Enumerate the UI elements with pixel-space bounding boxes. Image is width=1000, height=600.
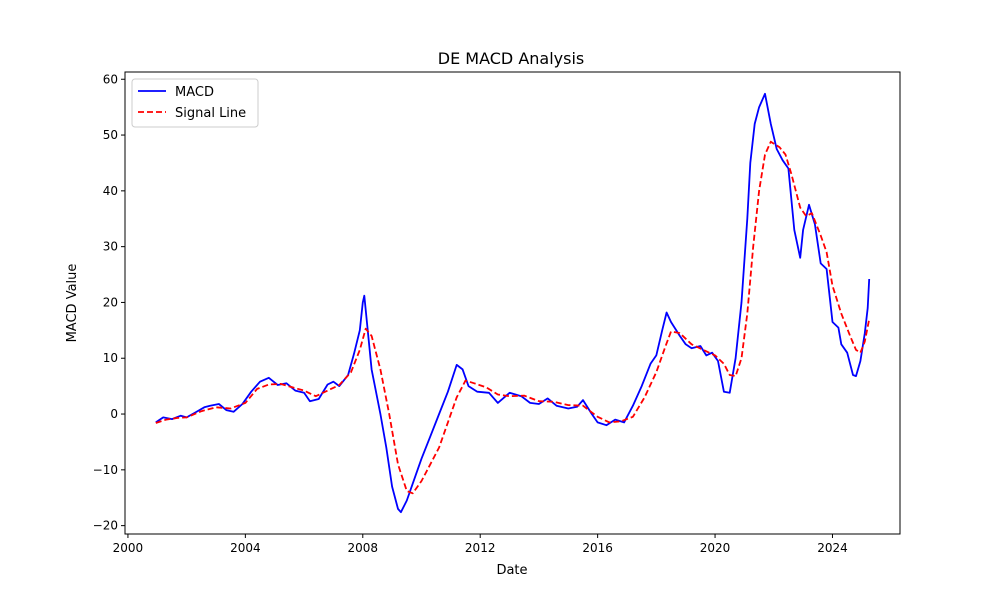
y-tick-label: 0 [110, 407, 118, 421]
x-tick-label: 2020 [700, 541, 731, 555]
y-tick-label: 40 [103, 184, 118, 198]
legend: MACD Signal Line [131, 78, 259, 128]
series-line-macd [155, 92, 871, 514]
y-tick-label: −10 [93, 463, 118, 477]
x-tick-label: 2000 [113, 541, 144, 555]
x-axis-label: Date [496, 563, 527, 578]
y-axis: −20 −10 0 10 20 30 40 50 60 [93, 72, 125, 533]
legend-label-signal: Signal Line [175, 106, 246, 121]
y-tick-label: 60 [103, 72, 118, 86]
x-tick-label: 2008 [348, 541, 379, 555]
x-axis: 2000 2004 2008 2012 2016 2020 2024 [113, 534, 848, 555]
plot-area [125, 72, 900, 534]
x-tick-label: 2004 [230, 541, 261, 555]
chart-title: DE MACD Analysis [438, 49, 584, 68]
series-line-signal [155, 140, 871, 495]
plot-frame [124, 71, 901, 535]
y-tick-label: −20 [93, 519, 118, 533]
y-tick-label: 20 [103, 295, 118, 309]
y-tick-label: 50 [103, 128, 118, 142]
legend-label-macd: MACD [175, 85, 214, 100]
x-tick-label: 2024 [817, 541, 848, 555]
y-axis-label: MACD Value [65, 264, 80, 343]
y-tick-label: 30 [103, 240, 118, 254]
y-tick-label: 10 [103, 351, 118, 365]
series-layer [155, 92, 871, 514]
x-tick-label: 2016 [582, 541, 613, 555]
x-tick-label: 2012 [465, 541, 496, 555]
